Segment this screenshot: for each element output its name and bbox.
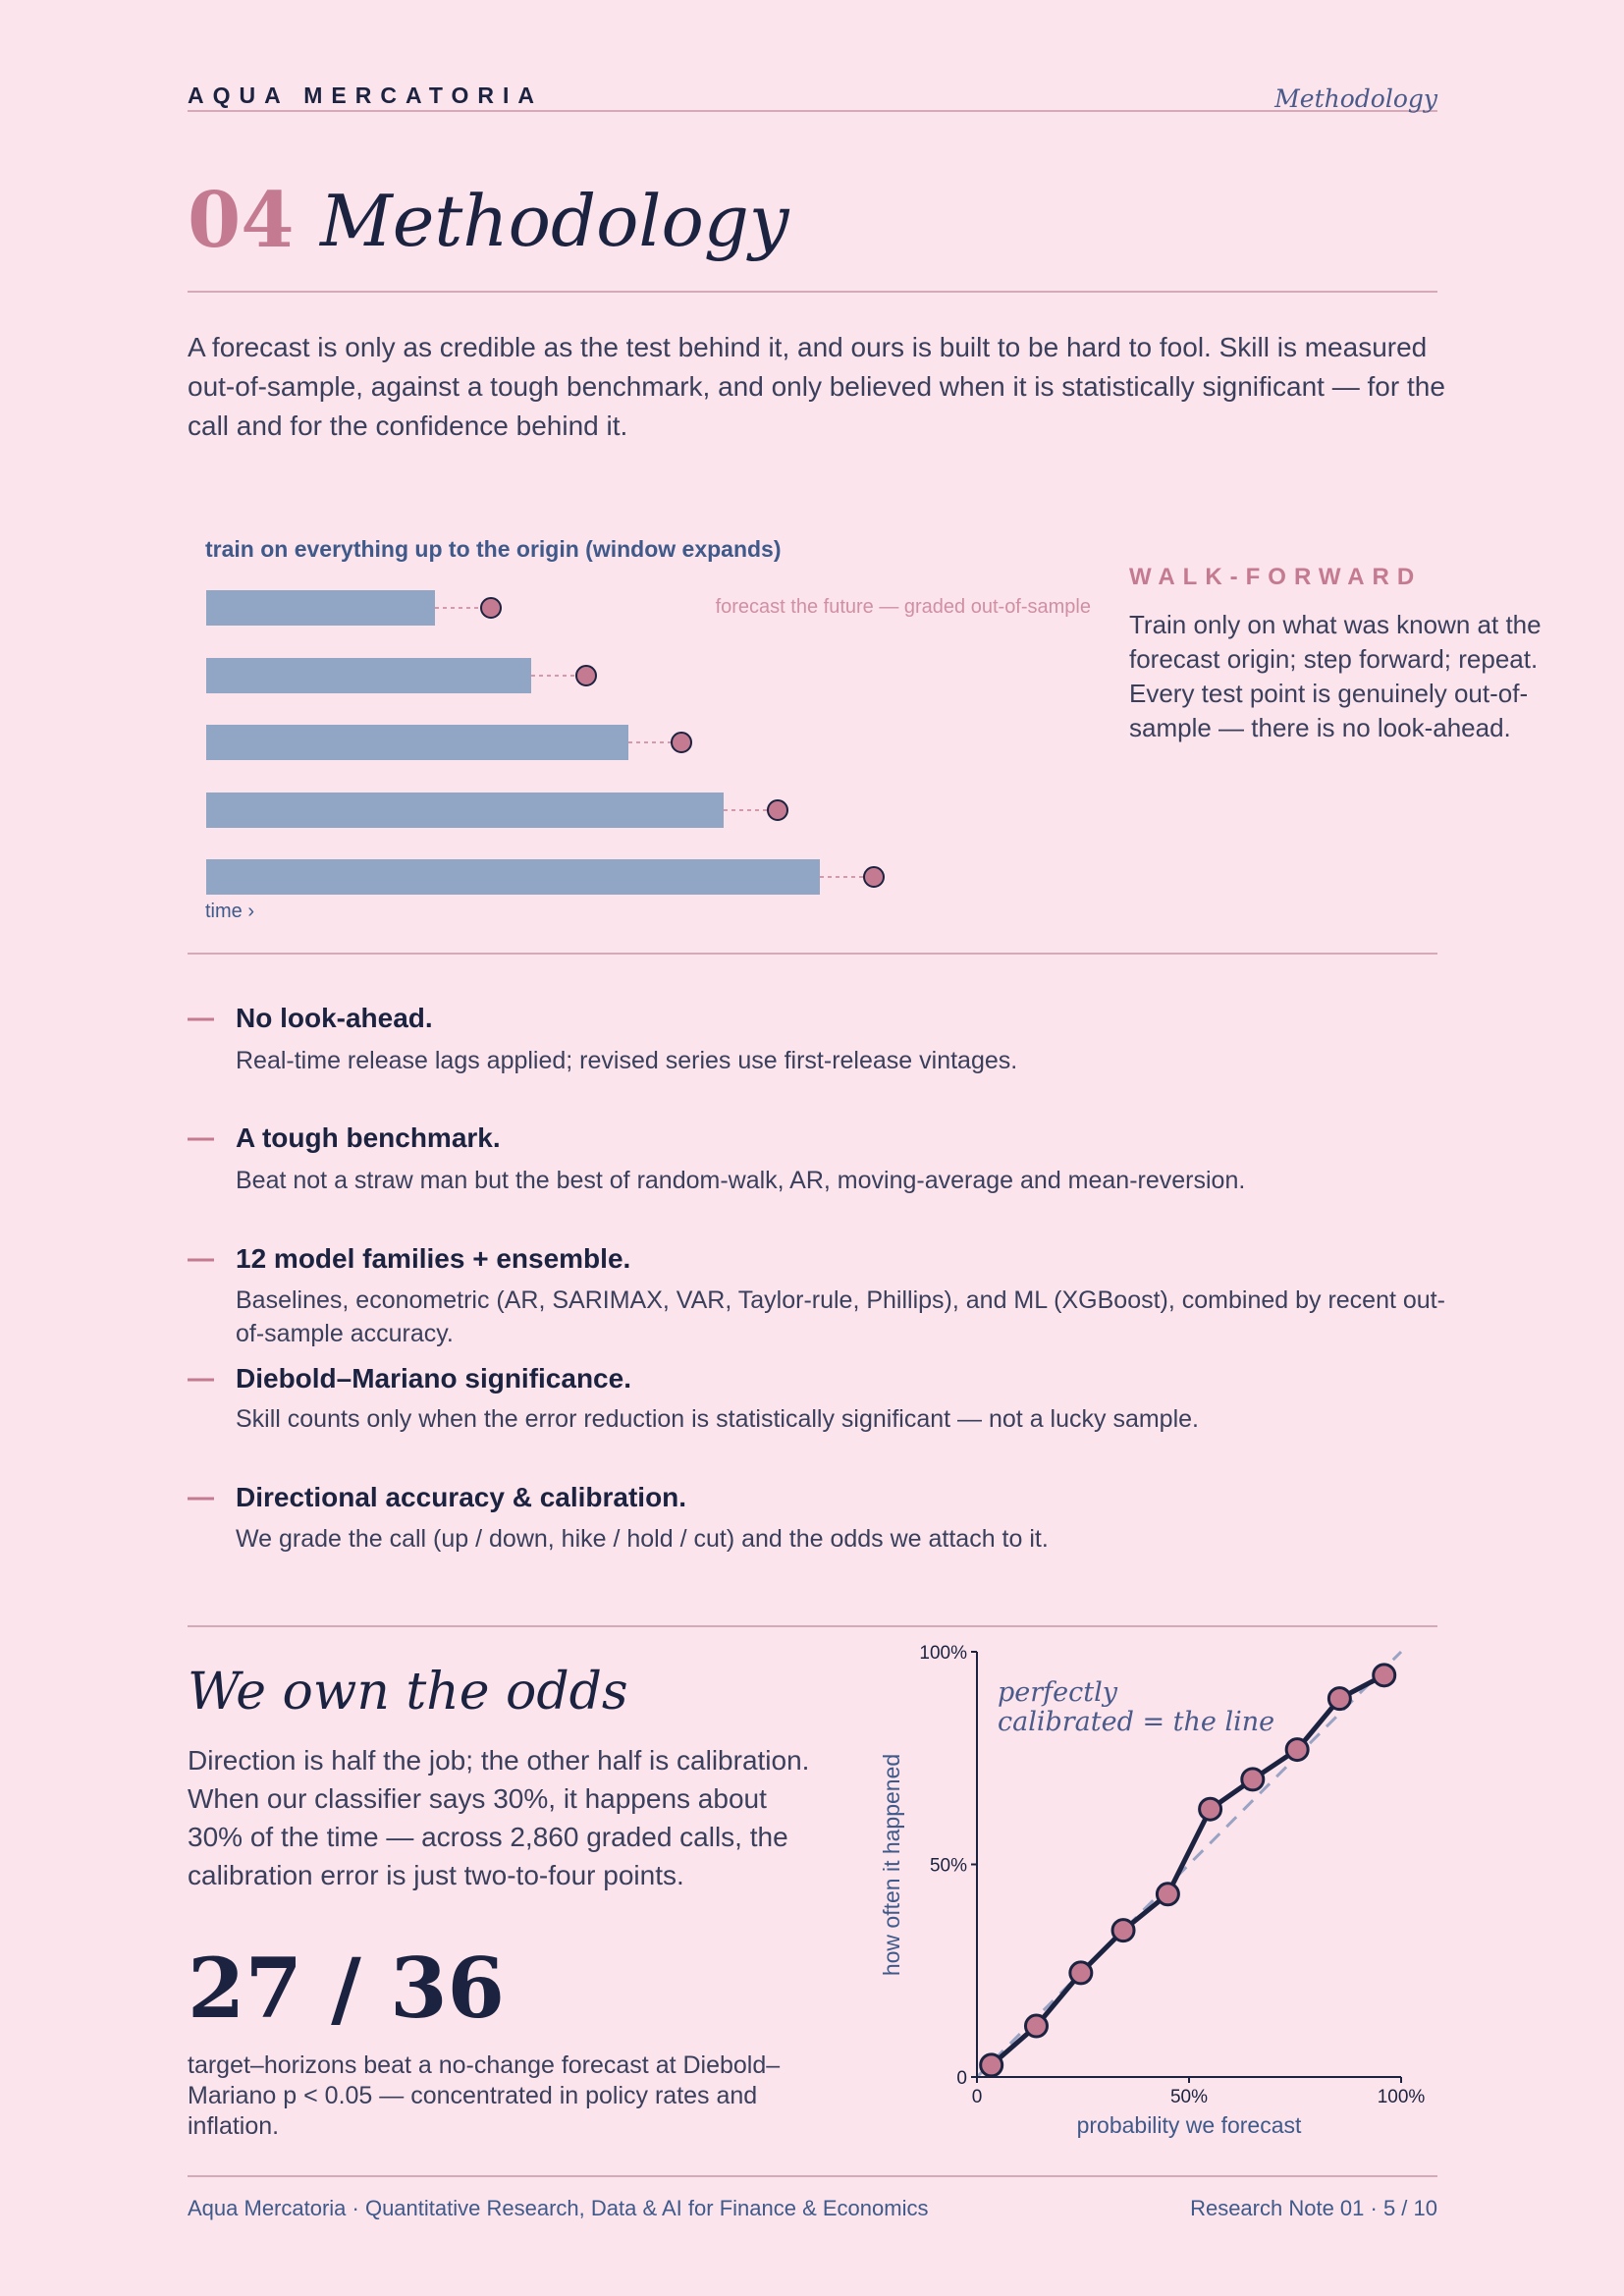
x-tick-label: 50% [1170, 2087, 1208, 2107]
calibration-point [1155, 1882, 1180, 1907]
calibration-point [1326, 1686, 1352, 1712]
train-bar [206, 859, 820, 895]
calibration-point [1198, 1796, 1223, 1822]
calibration-point [1023, 2013, 1049, 2039]
x-tick-label: 0 [972, 2087, 983, 2107]
time-label: time › [205, 901, 254, 922]
calibration-line [990, 1672, 1385, 2067]
calibration-chart: 0 50% 100% 0 50% 100% probability we forecast h… [879, 1643, 1425, 2138]
section-number: 04 [188, 176, 295, 265]
principle-text: Real-time release lags applied; revised … [236, 1047, 1018, 1074]
calibration-point [1240, 1767, 1266, 1792]
calibration-point [1068, 1960, 1094, 1986]
calibration-point [1284, 1737, 1310, 1763]
y-tick-label: 50% [930, 1856, 967, 1877]
principle-title: No look-ahead. [236, 1003, 433, 1033]
train-bar [206, 725, 628, 760]
walk-forward-diagram [206, 590, 885, 895]
annotation: calibrated = the line [998, 1707, 1274, 1737]
annotation: perfectly [998, 1677, 1118, 1708]
odds-heading: We own the odds [188, 1663, 628, 1722]
odds-stat: 27 / 36 [188, 1940, 505, 2037]
intro: A forecast is only as credible as the te… [188, 332, 1445, 441]
y-tick-label: 100% [919, 1643, 967, 1664]
calibration-point [979, 2052, 1004, 2078]
diagram-label: forecast the future — graded out-of-samp… [716, 596, 1091, 618]
principle-title: 12 model families + ensemble. [236, 1243, 631, 1274]
y-axis-title: how often it happened [879, 1754, 904, 1976]
test-dot [575, 665, 597, 686]
walk-forward-body: Train only on what was known at the fore… [1129, 610, 1542, 742]
reference-line [975, 1650, 1403, 2079]
test-dot [671, 732, 692, 753]
calibration-point [1372, 1663, 1397, 1688]
train-bar [206, 793, 724, 828]
bullets [188, 1017, 214, 1501]
odds-caption: target–horizons beat a no-change forecas… [188, 2051, 781, 2140]
train-bar [206, 658, 531, 693]
walk-forward-heading: WALK-FORWARD [1129, 564, 1423, 590]
principle-text: Skill counts only when the error reducti… [236, 1405, 1199, 1433]
section-name: Methodology [1274, 84, 1437, 113]
principle-title: Diebold–Mariano significance. [236, 1363, 631, 1394]
diagram-caption: train on everything up to the origin (wi… [205, 536, 782, 562]
principle-title: A tough benchmark. [236, 1122, 501, 1153]
page-title: Methodology [320, 180, 789, 262]
odds-body: Direction is half the job; the other hal… [188, 1745, 810, 1890]
y-tick-label: 0 [956, 2068, 967, 2089]
footer-left: Aqua Mercatoria · Quantitative Research,… [188, 2196, 929, 2220]
test-dot [767, 799, 788, 821]
x-axis-title: probability we forecast [1077, 2112, 1302, 2138]
test-dot [480, 597, 502, 619]
brand: AQUA MERCATORIA [188, 82, 544, 108]
principle-text: We grade the call (up / down, hike / hol… [236, 1525, 1049, 1553]
principle-title: Directional accuracy & calibration. [236, 1482, 687, 1512]
test-dot [863, 866, 885, 888]
principle-text: Beat not a straw man but the best of ran… [236, 1167, 1246, 1194]
x-tick-label: 100% [1378, 2087, 1426, 2107]
train-bar [206, 590, 435, 626]
footer-right: Research Note 01 · 5 / 10 [1190, 2196, 1437, 2220]
calibration-point [1110, 1918, 1136, 1943]
principle-text: Baselines, econometric (AR, SARIMAX, VAR… [236, 1286, 1445, 1347]
